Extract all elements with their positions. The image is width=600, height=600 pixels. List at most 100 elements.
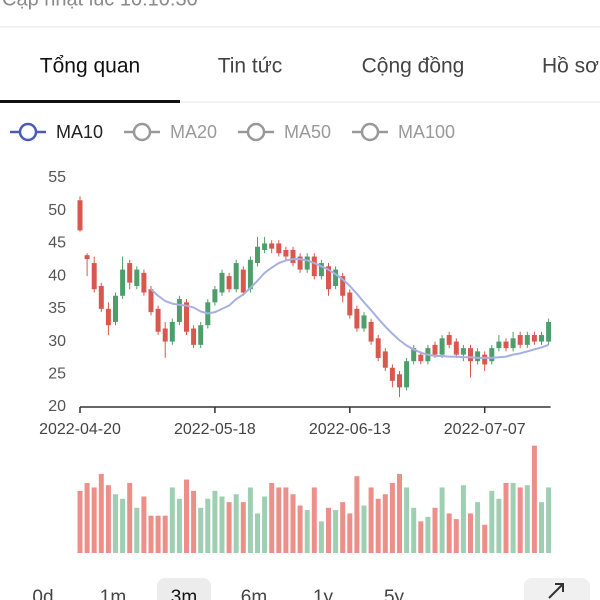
- candle-body: [531, 335, 537, 342]
- candle-body: [113, 295, 118, 322]
- x-tick-label: 2022-05-18: [174, 421, 256, 438]
- candle-body: [240, 269, 246, 293]
- volume-bar: [397, 473, 402, 553]
- volume-bar: [148, 515, 154, 553]
- candle-body: [482, 354, 488, 365]
- volume-bar: [326, 507, 331, 553]
- volume-bar: [233, 494, 239, 553]
- range-button[interactable]: 6m: [241, 587, 267, 600]
- tab[interactable]: Tổng quan: [40, 55, 140, 78]
- volume-bar: [333, 510, 339, 553]
- range-button[interactable]: 3m: [171, 587, 197, 600]
- volume-bar: [347, 513, 353, 553]
- volume-bar: [375, 498, 381, 553]
- volume-bar: [155, 515, 161, 553]
- volume-bar: [475, 502, 481, 553]
- candle-body: [446, 335, 452, 345]
- y-tick-label: 40: [48, 267, 66, 284]
- volume-bar: [269, 482, 275, 553]
- candle-body: [148, 289, 154, 313]
- candle-body: [269, 243, 275, 249]
- volume-bar: [468, 513, 473, 553]
- volume-bar: [517, 487, 523, 553]
- tab-bar: Tổng quan Tin tức Cộng đồng Hồ sơ: [0, 55, 599, 103]
- volume-bar: [503, 482, 509, 553]
- volume-bar: [176, 498, 182, 553]
- volume-bar: [290, 494, 296, 553]
- range-selected-bg: [157, 578, 211, 600]
- y-tick-label: 45: [48, 235, 66, 252]
- ma-line: [150, 258, 549, 359]
- volume-bar: [205, 498, 211, 553]
- tab-underline: [0, 100, 180, 103]
- candle-body: [475, 351, 481, 362]
- candle-body: [127, 263, 133, 283]
- legend-label[interactable]: MA100: [398, 122, 455, 142]
- tab[interactable]: Hồ sơ: [542, 55, 599, 78]
- volume-bar: [411, 507, 417, 553]
- candle-body: [283, 249, 289, 257]
- volume-bar: [311, 487, 317, 553]
- legend-label[interactable]: MA10: [56, 122, 103, 142]
- range-button[interactable]: 1m: [100, 587, 126, 600]
- candle-body: [347, 292, 353, 316]
- candle-body: [375, 338, 381, 358]
- x-tick-label: 2022-06-13: [309, 421, 391, 438]
- volume-bar: [489, 490, 495, 553]
- tab[interactable]: Tin tức: [218, 55, 283, 78]
- candle-body: [134, 269, 140, 286]
- volume-bar: [524, 485, 530, 553]
- volume-bar: [439, 487, 445, 553]
- volume-bar: [546, 487, 552, 553]
- candle-body: [496, 341, 502, 349]
- range-button[interactable]: 5y: [384, 587, 405, 600]
- candle-body: [539, 335, 544, 342]
- candle-body: [468, 348, 473, 362]
- volume-bar: [297, 505, 303, 553]
- candle-body: [198, 325, 204, 345]
- volume-bar: [382, 494, 388, 553]
- range-button[interactable]: 0d: [32, 587, 53, 600]
- volume-bar: [127, 482, 133, 553]
- x-tick-label: 2022-07-07: [444, 421, 526, 438]
- tab[interactable]: Cộng đồng: [362, 55, 465, 78]
- chart: 20 25 30 35 40 45 50 55 2022-04-20 2022-05-18 2022…: [39, 169, 552, 553]
- updated-time: Cập nhật lúc 10:10:30: [2, 0, 198, 10]
- candle-body: [453, 341, 459, 355]
- legend-label[interactable]: MA20: [170, 122, 217, 142]
- volume-bar: [276, 487, 282, 553]
- volume-bar: [482, 524, 488, 553]
- candle-body: [404, 361, 410, 388]
- candle-body: [276, 243, 282, 254]
- candle-body: [155, 308, 161, 332]
- candle-body: [510, 338, 516, 349]
- candle-body: [460, 348, 466, 355]
- candle-body: [105, 308, 111, 326]
- candle-body: [297, 256, 303, 270]
- candle-body: [311, 256, 317, 277]
- candle-body: [432, 344, 438, 355]
- volume-bar: [184, 479, 189, 553]
- volume-bar: [404, 487, 410, 553]
- volume-bar: [354, 476, 360, 553]
- volume-bar: [446, 513, 452, 553]
- expand-icon: [548, 583, 564, 599]
- range-button[interactable]: 1y: [313, 587, 334, 600]
- candle-body: [489, 348, 495, 362]
- candle-body: [191, 328, 197, 345]
- volume-bar: [432, 507, 438, 553]
- candle-body: [361, 315, 367, 329]
- candle-body: [304, 256, 310, 270]
- candle-body: [340, 276, 346, 296]
- candle-body: [262, 243, 268, 250]
- candle-body: [397, 374, 402, 388]
- candle-body: [524, 335, 530, 345]
- candle-body: [176, 299, 182, 322]
- legend-label[interactable]: MA50: [284, 122, 331, 142]
- volume-bar: [255, 513, 260, 553]
- candle-body: [141, 272, 147, 293]
- candle-body: [247, 259, 253, 290]
- volume-bar: [113, 494, 118, 553]
